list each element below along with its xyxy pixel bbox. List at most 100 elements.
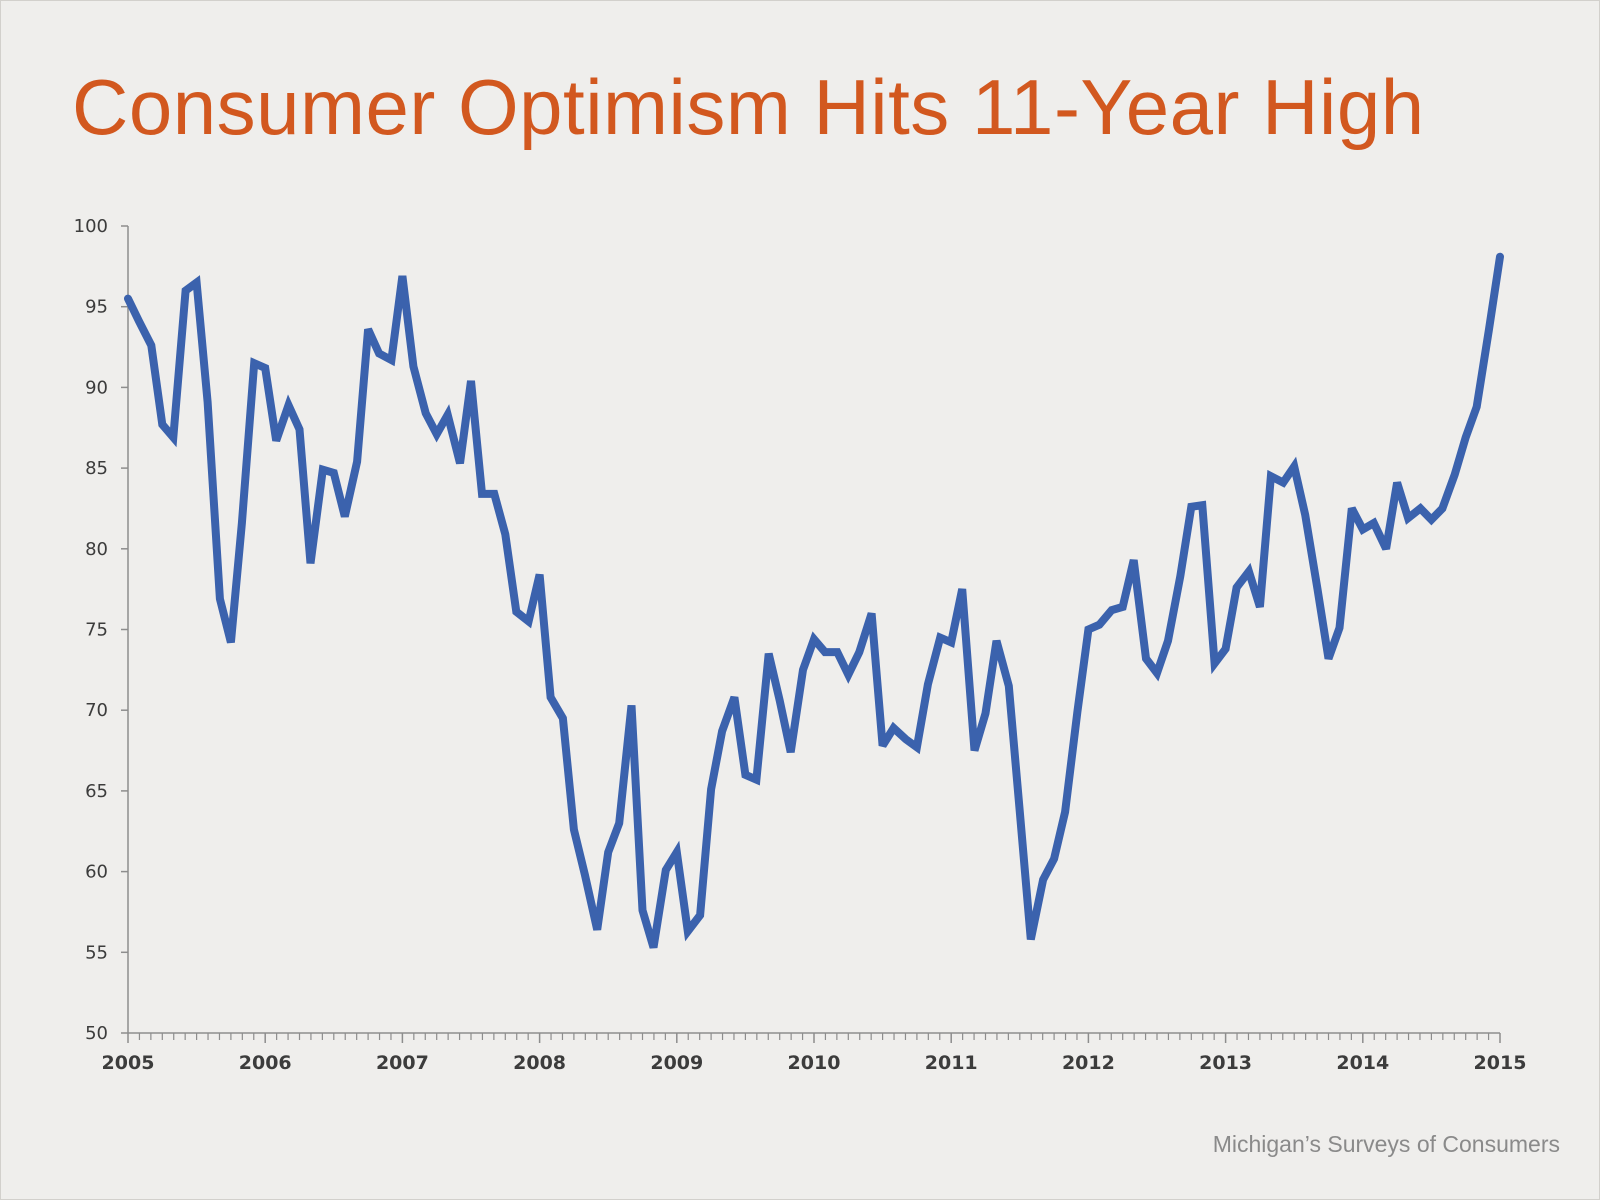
data-point — [1202, 505, 1203, 506]
data-point — [196, 282, 197, 283]
data-point — [333, 472, 334, 473]
data-point — [996, 640, 997, 641]
data-point — [1294, 466, 1295, 467]
data-point — [128, 298, 129, 299]
data-point — [1351, 508, 1352, 509]
y-tick-label: 70 — [85, 700, 108, 721]
data-point — [1270, 476, 1271, 477]
data-point — [916, 747, 917, 748]
data-point — [1030, 939, 1031, 940]
data-point — [368, 329, 369, 330]
data-point — [814, 639, 815, 640]
data-point — [562, 718, 563, 719]
data-point — [539, 574, 540, 575]
data-point — [859, 652, 860, 653]
y-tick-label: 55 — [85, 942, 108, 963]
x-tick-label: 2011 — [925, 1052, 978, 1074]
data-point — [344, 516, 345, 517]
data-point — [447, 414, 448, 415]
data-point — [1431, 519, 1432, 520]
data-point — [1500, 256, 1501, 257]
x-tick-label: 2006 — [239, 1052, 292, 1074]
data-point — [481, 493, 482, 494]
data-point — [951, 642, 952, 643]
x-tick-label: 2005 — [102, 1052, 155, 1074]
data-point — [1065, 811, 1066, 812]
y-tick-label: 50 — [85, 1023, 108, 1044]
data-point — [276, 440, 277, 441]
data-point — [974, 750, 975, 751]
data-point — [1225, 648, 1226, 649]
data-point — [824, 652, 825, 653]
data-point — [1339, 627, 1340, 628]
data-point — [1077, 711, 1078, 712]
y-tick-label: 95 — [85, 297, 108, 318]
x-tick-label: 2008 — [513, 1052, 566, 1074]
chart-title: Consumer Optimism Hits 11-Year High — [72, 63, 1425, 151]
data-point — [1043, 879, 1044, 880]
y-tick-label: 60 — [85, 862, 108, 883]
data-point — [1236, 587, 1237, 588]
data-point — [848, 674, 849, 675]
data-point — [516, 611, 517, 612]
y-tick-label: 80 — [85, 539, 108, 560]
data-point — [893, 727, 894, 728]
data-point — [1167, 640, 1168, 641]
data-point — [173, 437, 174, 438]
series-line — [124, 252, 1504, 949]
data-point — [185, 290, 186, 291]
source-note: Michigan’s Surveys of Consumers — [1212, 1131, 1560, 1157]
data-point — [1317, 589, 1318, 590]
data-point — [597, 929, 598, 930]
data-point — [1408, 518, 1409, 519]
data-point — [962, 589, 963, 590]
x-axis: 2005 2006 2007 2008 2009 2010 2011 2012 2013 2014… — [102, 1032, 1527, 1074]
data-point — [927, 684, 928, 685]
data-point — [619, 823, 620, 824]
data-point — [722, 731, 723, 732]
data-point — [288, 405, 289, 406]
data-point — [1133, 560, 1134, 561]
data-point — [241, 522, 242, 523]
data-point — [219, 598, 220, 599]
data-point — [837, 652, 838, 653]
data-point — [265, 368, 266, 369]
data-point — [1420, 508, 1421, 509]
data-point — [1476, 406, 1477, 407]
x-tick-label: 2007 — [376, 1052, 429, 1074]
data-point — [1019, 811, 1020, 812]
data-point — [687, 931, 688, 932]
x-tick-label: 2010 — [788, 1052, 841, 1074]
y-tick-label: 65 — [85, 781, 108, 802]
data-point — [779, 700, 780, 701]
data-point — [207, 401, 208, 402]
data-point — [803, 669, 804, 670]
data-point — [1088, 629, 1089, 630]
data-point — [1191, 506, 1192, 507]
y-tick-label: 100 — [74, 216, 108, 237]
data-point — [550, 697, 551, 698]
x-tick-label: 2015 — [1474, 1052, 1527, 1074]
y-tick-label: 85 — [85, 458, 108, 479]
data-point — [460, 463, 461, 464]
data-point — [711, 789, 712, 790]
data-point — [413, 366, 414, 367]
data-point — [1008, 685, 1009, 686]
data-point — [1180, 576, 1181, 577]
data-point — [322, 469, 323, 470]
data-point — [665, 869, 666, 870]
data-point — [631, 705, 632, 706]
x-tick-label: 2009 — [650, 1052, 703, 1074]
data-point — [1397, 482, 1398, 483]
data-point — [299, 429, 300, 430]
data-point — [471, 380, 472, 381]
data-point — [790, 752, 791, 753]
data-point — [734, 697, 735, 698]
data-point — [436, 434, 437, 435]
data-point — [1305, 514, 1306, 515]
data-point — [1111, 610, 1112, 611]
x-tick-label: 2013 — [1199, 1052, 1252, 1074]
data-point — [230, 642, 231, 643]
data-point — [1146, 658, 1147, 659]
